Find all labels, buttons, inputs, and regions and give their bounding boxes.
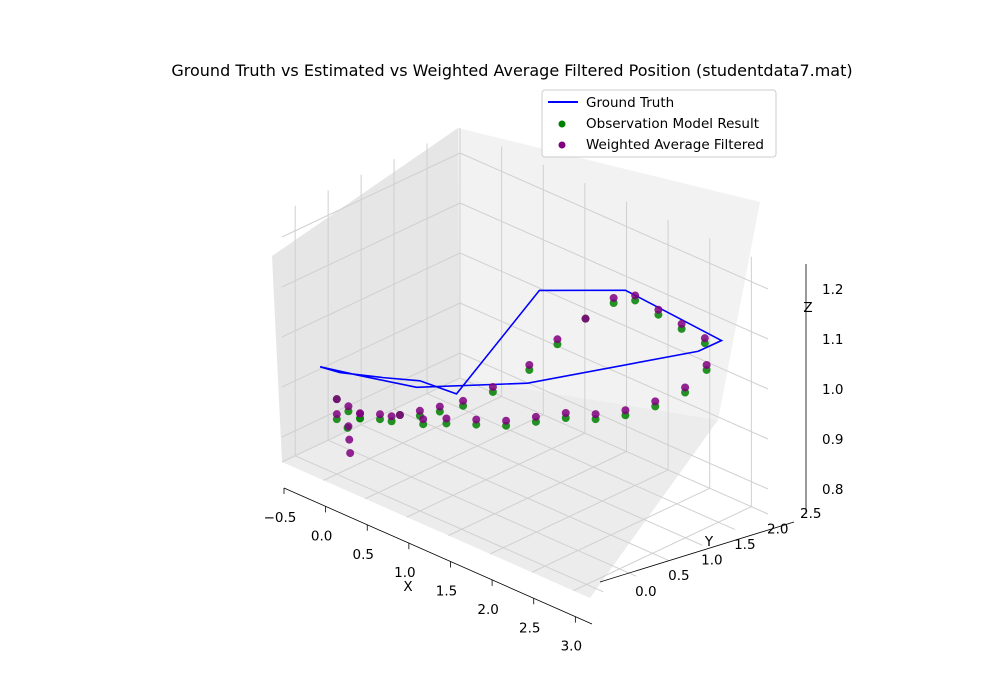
filtered-point: [344, 422, 353, 431]
filtered-point: [356, 409, 365, 418]
z-tick-label: 1.2: [822, 282, 843, 298]
z-tick-label: 0.8: [822, 482, 843, 498]
filtered-point: [702, 360, 711, 369]
filtered-point: [609, 293, 618, 302]
x-tick-label: 2.5: [519, 620, 540, 636]
filtered-point: [345, 435, 354, 444]
tick-labels: −0.5 0.0 0.5 1.0 1.5 2.0 2.5 3.0 0.0 0.5 1.0 1.5 2.0…: [264, 282, 844, 655]
filtered-point: [435, 402, 444, 411]
x-axis-line: [283, 487, 593, 625]
x-tick-label: 0.5: [353, 547, 374, 563]
floor-grid-line-x: [406, 432, 586, 518]
filtered-point: [681, 383, 690, 392]
floor-grid-line-x: [365, 414, 544, 500]
legend-ground-truth-label: Ground Truth: [586, 95, 674, 111]
floor-grid-line-x: [573, 506, 752, 592]
filtered-point: [442, 414, 451, 423]
filtered-point: [651, 397, 660, 406]
filtered-point: [375, 410, 384, 419]
z-tick-label: 1.0: [822, 382, 843, 398]
back-pane: [458, 128, 760, 420]
filtered-point: [525, 360, 534, 369]
filtered-point: [581, 314, 590, 323]
side-grid-line-z: [281, 352, 461, 438]
back-grid-line-z: [459, 152, 769, 290]
axes-3d: [272, 128, 807, 625]
legend-filtered-marker: [558, 141, 566, 149]
y-axis-label: Y: [704, 534, 714, 550]
y-tick-label: 0.5: [668, 568, 689, 584]
ground-truth-line: [319, 289, 724, 395]
filtered-point: [472, 415, 481, 424]
x-tick-label: 1.0: [394, 565, 415, 581]
filtered-point: [631, 291, 640, 300]
filtered-point: [459, 396, 468, 405]
filtered-point: [677, 319, 686, 328]
filtered-point: [387, 412, 396, 421]
floor-pane: [282, 378, 718, 598]
x-tick-label: 2.0: [477, 602, 498, 618]
filtered-point: [332, 410, 341, 419]
floor-grid-line-y: [360, 424, 670, 562]
legend-observation-label: Observation Model Result: [586, 116, 759, 132]
y-tick-label: 0.0: [635, 584, 656, 600]
plot-layer: [319, 289, 724, 458]
legend: Ground Truth Observation Model Result We…: [541, 89, 777, 158]
y-axis-line: [599, 521, 795, 583]
floor-grid-line-x: [531, 487, 710, 573]
x-tick-label: 1.5: [436, 584, 457, 600]
legend-box: [541, 89, 777, 158]
filtered-point: [700, 334, 709, 343]
x-tick-label: 0.0: [311, 528, 332, 544]
back-grid-line-z: [459, 202, 769, 340]
side-grid-line-z: [281, 202, 461, 288]
x-tick-label: 3.0: [561, 639, 582, 655]
filtered-point: [531, 412, 540, 421]
z-axis-label: Z: [803, 300, 812, 316]
filtered-point: [561, 408, 570, 417]
z-tick-label: 1.1: [822, 332, 843, 348]
filtered-point: [419, 415, 428, 424]
filtered-point: [395, 410, 404, 419]
y-tick-label: 1.5: [734, 537, 755, 553]
floor-grid-line-y: [294, 455, 604, 593]
y-tick-label: 1.0: [701, 553, 722, 569]
grid-lines: [281, 128, 769, 593]
floor-grid-line-y: [459, 377, 769, 515]
filtered-point: [553, 335, 562, 344]
floor-grid-line-x: [281, 377, 461, 463]
floor-grid-line-y: [393, 408, 703, 546]
legend-observation-marker: [558, 120, 566, 128]
chart-title: Ground Truth vs Estimated vs Weighted Av…: [171, 61, 852, 80]
back-grid-line-z: [459, 352, 769, 490]
floor-grid-line-x: [448, 451, 627, 536]
axis-lines: [283, 264, 807, 625]
filtered-point: [332, 395, 341, 404]
x-axis-label: X: [403, 579, 412, 595]
y-tick-label: 2.5: [800, 506, 821, 522]
floor-grid-line-x: [323, 395, 502, 481]
side-grid-line-z: [281, 252, 461, 338]
side-grid-line-z: [281, 302, 461, 388]
z-tick-label: 0.9: [822, 432, 843, 448]
side-grid-line-z: [281, 152, 461, 238]
filtered-point: [502, 416, 511, 425]
filtered-point: [344, 402, 353, 411]
filtered-point: [346, 449, 355, 458]
back-grid-line-z: [459, 252, 769, 390]
filtered-point: [654, 305, 663, 314]
y-tick-label: 2.0: [767, 522, 788, 538]
filtered-point: [488, 382, 497, 391]
filtered-point: [591, 410, 600, 419]
filtered-point: [621, 406, 630, 415]
filtered-point: [415, 406, 424, 415]
floor-grid-line-y: [327, 439, 637, 577]
side-pane: [272, 128, 460, 462]
x-tick-label: −0.5: [264, 510, 297, 526]
legend-filtered-label: Weighted Average Filtered: [586, 137, 764, 153]
floor-grid-line-x: [489, 469, 669, 555]
